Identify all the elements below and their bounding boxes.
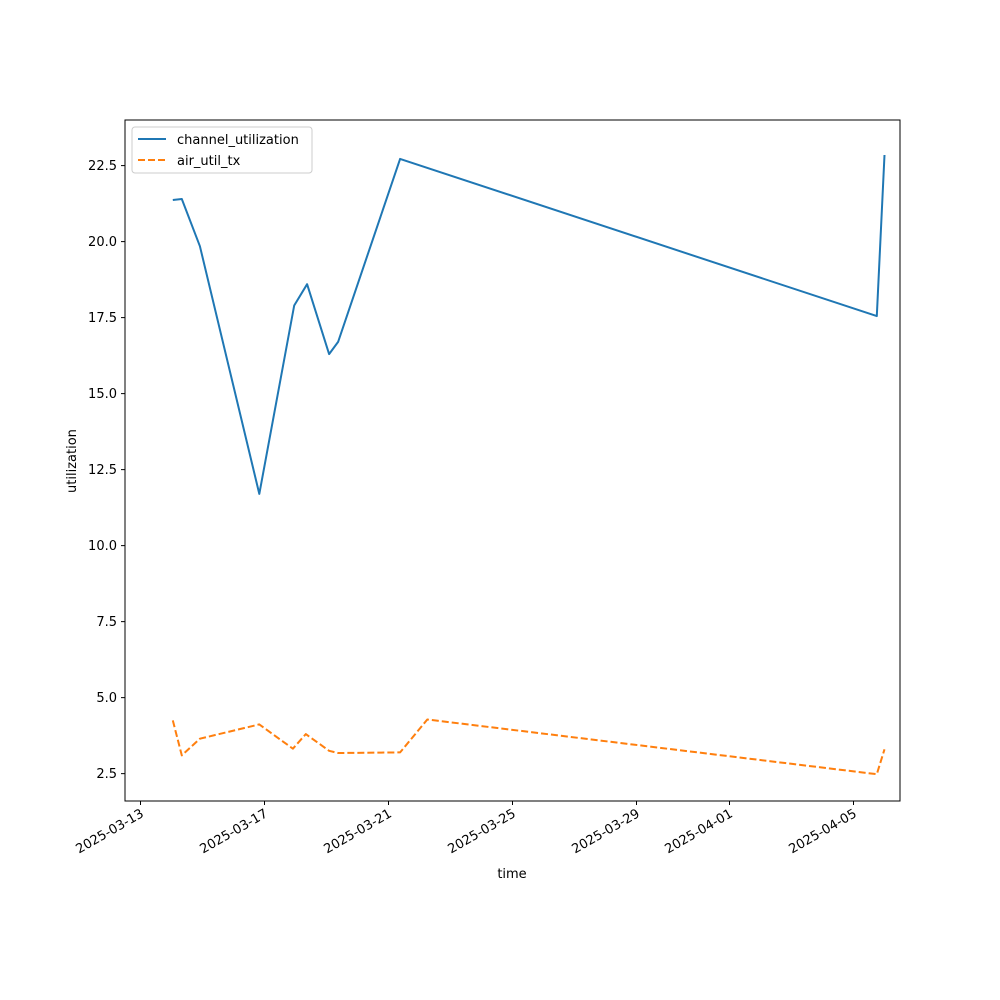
x-tick-label: 2025-03-29 — [570, 806, 643, 857]
y-tick-label: 20.0 — [88, 235, 117, 250]
legend-label-channel-utilization: channel_utilization — [177, 133, 299, 148]
y-tick-label: 2.5 — [96, 767, 117, 782]
x-tick-label: 2025-03-25 — [446, 806, 519, 857]
y-axis-label: utilization — [65, 429, 80, 493]
series-line-channel-utilization — [172, 154, 886, 495]
series-line-air-util-tx — [171, 718, 886, 776]
x-tick-label: 2025-03-17 — [198, 806, 271, 857]
legend: channel_utilization air_util_tx — [131, 126, 313, 174]
x-tick-label: 2025-04-01 — [663, 806, 736, 857]
y-tick-label: 17.5 — [88, 311, 117, 326]
y-tick-label: 7.5 — [96, 615, 117, 630]
y-tick-label: 22.5 — [88, 159, 117, 174]
y-tick-label: 12.5 — [88, 463, 117, 478]
y-tick-label: 10.0 — [88, 539, 117, 554]
plot-background — [125, 120, 900, 801]
x-tick-label: 2025-03-13 — [74, 806, 147, 857]
legend-box — [131, 126, 313, 174]
legend-label-air-util-tx: air_util_tx — [177, 154, 241, 169]
series-layer — [171, 154, 886, 776]
y-tick-label: 5.0 — [96, 691, 117, 706]
x-axis-label: time — [497, 867, 526, 882]
x-tick-label: 2025-03-21 — [322, 806, 395, 857]
x-tick-label: 2025-04-05 — [787, 806, 860, 857]
y-tick-label: 15.0 — [88, 387, 117, 402]
y-axis: 2.5 5.0 7.5 10.0 12.5 15.0 17.5 20.0 22.5 — [88, 159, 125, 782]
x-axis: 2025-03-13 2025-03-17 2025-03-21 2025-03-25… — [74, 801, 860, 857]
